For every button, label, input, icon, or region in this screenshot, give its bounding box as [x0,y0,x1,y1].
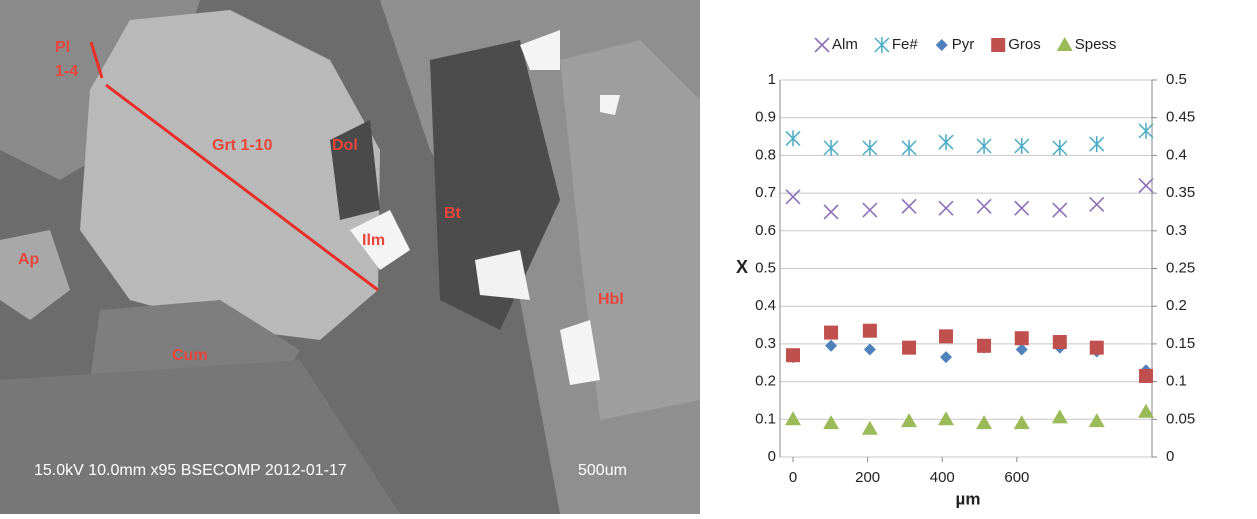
legend-label: Spess [1075,36,1117,53]
point [1138,177,1154,194]
x-tick-label: 600 [1004,469,1029,486]
point [1014,137,1030,154]
point [977,338,992,353]
point [1139,368,1153,383]
legend-label: Gros [1008,36,1041,53]
y2-tick-label: 0.05 [1166,410,1195,427]
y2-tick-label: 0.5 [1166,71,1187,88]
point [823,415,840,430]
point [901,139,917,156]
point [825,339,838,352]
mineral-label: Grt 1-10 [212,137,273,154]
point [976,137,992,154]
point [862,323,877,338]
y2-tick-label: 0.25 [1166,259,1195,276]
legend-label: Pyr [952,36,975,53]
point [823,139,839,156]
point [862,202,878,218]
legend-marker [935,39,948,51]
legend-marker [1056,37,1073,51]
point [861,420,878,435]
y2-tick-label: 0 [1166,448,1174,465]
mineral-label: Hbl [598,291,624,308]
point [1015,343,1028,356]
point [785,411,801,426]
point [938,329,953,344]
y2-tick-label: 0.35 [1166,184,1195,201]
point [1052,139,1068,156]
mineral-label: Ilm [362,232,385,249]
legend-marker [991,38,1006,52]
y-tick-label: 0.5 [755,259,776,276]
mineral-label: 1-4 [55,63,78,80]
legend-marker [874,37,890,53]
x-tick-label: 0 [789,469,797,486]
y-axis-label: X [736,257,748,277]
y-tick-label: 0.2 [755,373,776,390]
point [902,340,917,355]
y2-tick-label: 0.3 [1166,222,1187,239]
y-tick-label: 0.3 [755,335,776,352]
mineral-label: Dol [332,137,358,154]
y-tick-label: 0.6 [755,222,776,239]
y2-tick-label: 0.2 [1166,297,1187,314]
x-tick-label: 200 [855,469,880,486]
legend-label: Alm [832,36,858,53]
point [1089,196,1105,212]
scale-label: 500um [578,462,627,479]
y-tick-label: 0.1 [755,410,776,427]
point [863,343,876,356]
point [938,200,954,216]
y2-tick-label: 0.4 [1166,146,1187,163]
point [1088,413,1105,428]
mineral-label: Ap [18,251,40,268]
y-tick-label: 0.8 [755,146,776,163]
y-tick-label: 1 [768,71,776,88]
point [1052,202,1068,218]
legend-label: Fe# [892,36,919,53]
point [786,348,800,363]
micrograph: Pl 1-4 Grt 1-10 Dol Bt Ilm Ap Hbl Cum 15… [0,0,700,514]
point [1138,403,1154,418]
point [823,204,839,220]
point [1014,200,1030,216]
point [976,415,993,430]
x-tick-label: 400 [930,469,955,486]
y2-tick-label: 0.45 [1166,109,1195,126]
y2-tick-label: 0.15 [1166,335,1195,352]
point [976,198,992,214]
legend-marker [814,37,830,53]
mineral-label: Cum [172,347,208,364]
point [1013,415,1030,430]
micrograph-caption: 15.0kV 10.0mm x95 BSECOMP 2012-01-17 [34,462,347,479]
y2-tick-label: 0.1 [1166,373,1187,390]
point [824,325,839,340]
point [862,139,878,156]
point [901,413,918,428]
point [1014,331,1029,346]
point [937,411,954,426]
y-tick-label: 0.7 [755,184,776,201]
y-tick-label: 0.9 [755,109,776,126]
point [1089,340,1104,355]
mineral-label: Bt [444,205,462,222]
point [938,134,954,151]
point [785,189,801,205]
point [1089,136,1105,153]
x-axis-label: µm [956,489,981,508]
point [1138,122,1154,139]
point [939,351,952,364]
point [1052,335,1067,350]
y-tick-label: 0 [768,448,776,465]
y-tick-label: 0.4 [755,297,776,314]
point [1051,409,1068,424]
mineral-label: Pl [55,39,70,56]
point [901,198,917,214]
point [785,130,801,147]
